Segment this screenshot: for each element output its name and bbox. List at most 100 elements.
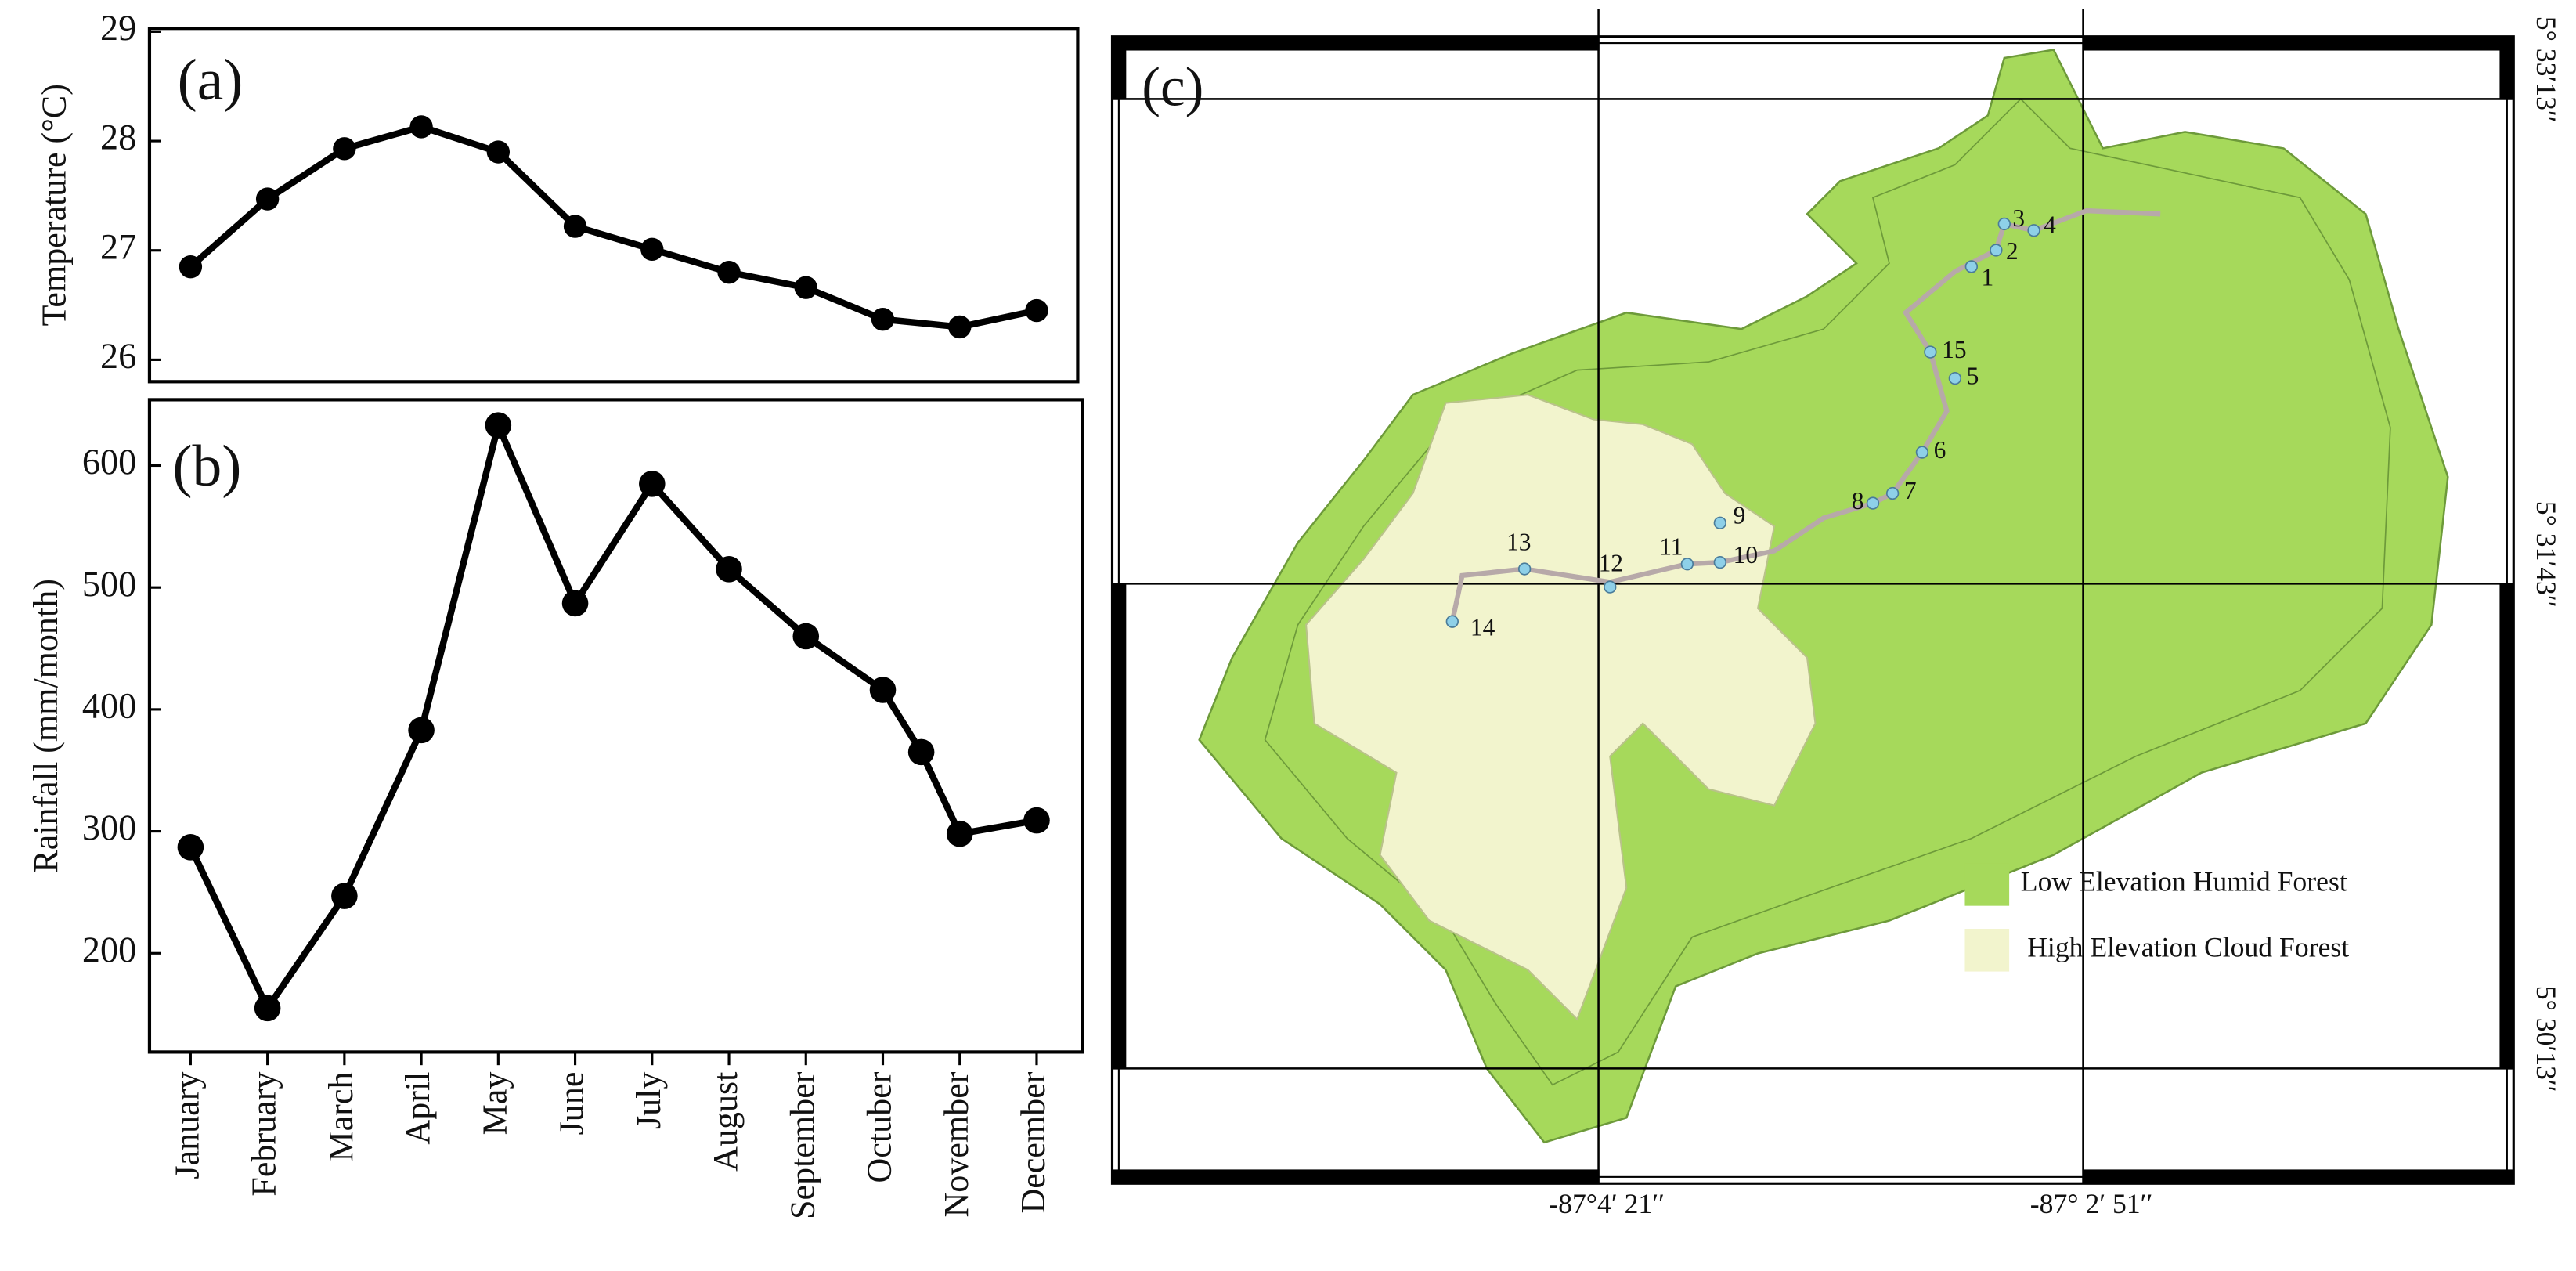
- map-grid: [1112, 9, 2514, 1184]
- data-point: [716, 556, 742, 583]
- y-tick-label: 600: [82, 442, 136, 482]
- y-tick-label: 28: [100, 117, 136, 157]
- data-point: [254, 995, 281, 1022]
- site-marker: [2027, 224, 2040, 237]
- site-label: 13: [1506, 528, 1531, 555]
- high-elevation-forest: [1304, 394, 1817, 1021]
- y-tick-label: 400: [82, 685, 136, 725]
- scale-bar: [1111, 35, 1127, 100]
- y-tick-label: 27: [100, 226, 136, 266]
- site-marker: [1866, 496, 1880, 510]
- x-tick-label: July: [630, 1072, 668, 1129]
- site-label: 4: [2044, 211, 2056, 238]
- scale-bar: [2082, 1169, 2515, 1185]
- site-label: 5: [1967, 362, 1979, 389]
- site-marker: [1990, 244, 2003, 257]
- x-tick-label: November: [937, 1071, 976, 1217]
- legend-label: High Elevation Cloud Forest: [2027, 931, 2349, 962]
- data-point: [409, 115, 433, 139]
- x-tick-label: May: [475, 1072, 514, 1136]
- data-point: [331, 883, 358, 909]
- site-label: 10: [1734, 541, 1758, 569]
- x-tick-label: June: [553, 1072, 591, 1136]
- scale-bar: [1111, 35, 1600, 51]
- data-point: [869, 677, 897, 703]
- data-point: [179, 255, 203, 279]
- x-tick-label: March: [322, 1072, 360, 1162]
- longitude-label: -87°4′ 21′′: [1549, 1188, 1665, 1219]
- data-point: [255, 187, 280, 211]
- y-tick-label: 29: [100, 8, 136, 48]
- y-tick-label: 26: [100, 336, 136, 376]
- map-frame: [1110, 35, 2515, 1185]
- y-tick-label: 500: [82, 564, 136, 604]
- site-label: 8: [1852, 487, 1864, 515]
- site-marker: [1445, 615, 1459, 628]
- site-label: 12: [1599, 550, 1623, 577]
- data-point: [486, 140, 511, 164]
- data-point: [946, 820, 973, 847]
- map-labels: 5° 33′13′′ 5° 31′43′′ 5° 30′13′′ -87°4′ 21′…: [1549, 16, 2562, 1219]
- site-label: 1: [1981, 263, 1993, 291]
- plot-frame: [147, 398, 1084, 1054]
- data-point: [561, 590, 589, 617]
- data-point: [485, 412, 512, 439]
- contour: [1264, 98, 2391, 1086]
- charts: 26 27 28 29 Temperature (°C) (a) 200 300 400 500 6…: [27, 8, 1084, 1219]
- latitude-label: 5° 31′43′′: [2531, 501, 2562, 608]
- x-tick-label: September: [783, 1071, 821, 1219]
- site-label: 7: [1904, 477, 1917, 504]
- longitude-label: -87° 2′ 51′′: [2030, 1188, 2153, 1219]
- data-line: [188, 123, 1037, 330]
- data-point: [563, 215, 587, 238]
- data-line: [187, 421, 1037, 1012]
- site-label: 3: [2012, 204, 2025, 232]
- site-marker: [1924, 345, 1937, 359]
- data-point: [871, 308, 895, 331]
- plot-frame: [147, 27, 1080, 384]
- site-label: 11: [1659, 533, 1683, 561]
- data-point: [794, 276, 817, 299]
- panel-label: (c): [1142, 56, 1203, 117]
- x-tick-label: December: [1014, 1071, 1052, 1213]
- x-tick-label: January: [168, 1072, 207, 1179]
- site-marker: [1997, 217, 2011, 231]
- x-tick-label: August: [706, 1072, 745, 1172]
- y-tick-label: 200: [82, 930, 136, 969]
- data-point: [1023, 807, 1050, 834]
- legend-label: Low Elevation Humid Forest: [2021, 866, 2347, 897]
- data-point: [717, 260, 741, 284]
- data-point: [907, 738, 935, 766]
- legend-swatch: [1964, 929, 2010, 972]
- y-axis-label: Rainfall (mm/month): [27, 579, 65, 873]
- data-point: [1025, 298, 1048, 323]
- data-point: [948, 315, 972, 339]
- x-tick-label: Octuber: [860, 1071, 899, 1183]
- site-label: 15: [1942, 336, 1966, 363]
- data-point: [639, 471, 666, 497]
- site-marker: [1713, 555, 1727, 569]
- y-axis-label: Temperature (°C): [35, 84, 74, 326]
- site-label: 9: [1734, 502, 1746, 529]
- site-marker: [1915, 446, 1929, 459]
- site-marker: [1885, 486, 1900, 500]
- data-point: [408, 717, 435, 744]
- scale-bar: [2499, 583, 2515, 1070]
- scale-bar: [2499, 35, 2515, 100]
- x-tick-label: February: [245, 1072, 283, 1197]
- data-point: [640, 237, 664, 262]
- panel-label: (b): [172, 434, 241, 499]
- latitude-label: 5° 33′13′′: [2531, 16, 2562, 123]
- legend-swatch: [1964, 863, 2010, 906]
- site-label: 2: [2006, 237, 2019, 265]
- site-label: 6: [1934, 436, 1946, 464]
- y-tick-label: 300: [82, 807, 136, 847]
- site-marker: [1517, 562, 1532, 576]
- site-marker: [1604, 580, 1617, 594]
- site-marker: [1964, 260, 1979, 273]
- site-marker: [1680, 558, 1694, 571]
- panel-label: (a): [178, 48, 244, 113]
